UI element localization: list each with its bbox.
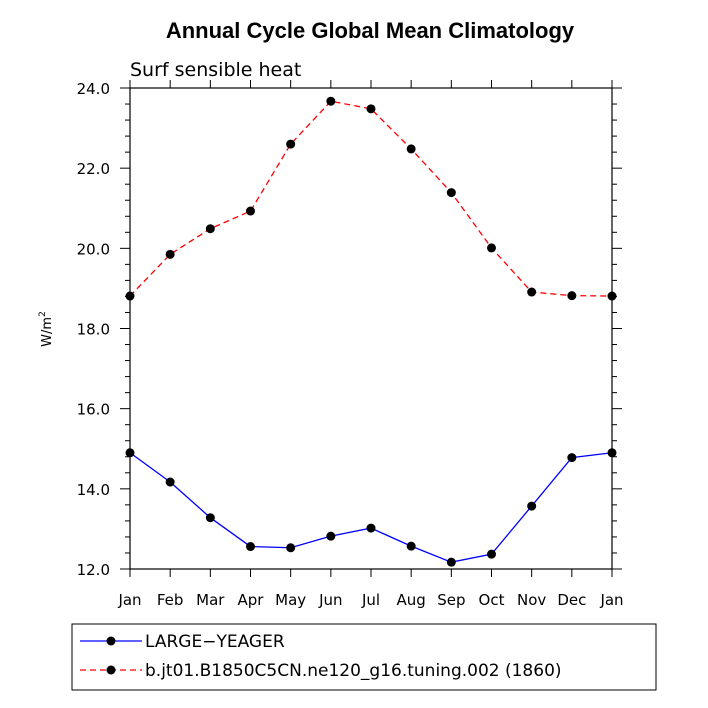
legend-marker [106, 636, 116, 646]
series-1 [125, 448, 617, 567]
chart-title: Annual Cycle Global Mean Climatology [166, 18, 575, 43]
series-line [129, 100, 613, 297]
x-tick-label: Dec [557, 591, 586, 609]
data-point [406, 144, 416, 154]
data-point [607, 291, 617, 301]
data-point [246, 206, 255, 216]
y-tick-label: 20.0 [77, 240, 110, 258]
y-axis-label: W/m2 [38, 311, 55, 347]
data-point [125, 291, 135, 301]
x-tick-label: Sep [437, 591, 465, 609]
axis-ticks [120, 80, 622, 577]
data-point [446, 557, 456, 567]
data-point [527, 287, 537, 297]
data-point [567, 453, 577, 463]
y-axis-label-superscript: 2 [38, 311, 48, 317]
x-tick-label: Jan [117, 591, 141, 609]
legend-box [71, 623, 657, 691]
series-layer [125, 96, 617, 567]
x-tick-labels: Jan Feb Mar Apr May Jun Jul Aug Sep Oct Nov Dec Jan [117, 591, 623, 609]
series-line [129, 452, 613, 563]
x-tick-label: Mar [196, 591, 225, 609]
data-point [246, 542, 255, 552]
x-tick-label: Feb [157, 591, 184, 609]
data-point [527, 501, 537, 511]
y-tick-label: 16.0 [77, 401, 110, 419]
x-tick-label: Jul [361, 591, 380, 609]
x-tick-label: Oct [479, 591, 505, 609]
y-tick-label: 24.0 [77, 80, 110, 98]
data-point [205, 224, 215, 234]
data-point [286, 543, 296, 553]
x-tick-label: Aug [397, 591, 426, 609]
data-point [487, 549, 496, 559]
data-point [165, 249, 175, 259]
data-point [406, 541, 416, 551]
chart-subtitle: Surf sensible heat [130, 59, 301, 81]
legend-marker [106, 665, 116, 675]
data-point [366, 523, 376, 533]
legend-label: b.jt01.B1850C5CN.ne120_g16.tuning.002 (1… [145, 661, 562, 681]
y-tick-label: 12.0 [77, 561, 110, 579]
data-point [607, 448, 617, 458]
y-axis-label-text: W/m [40, 317, 55, 347]
x-tick-label: Jun [318, 591, 342, 609]
data-point [326, 531, 336, 541]
y-tick-label: 14.0 [77, 481, 110, 499]
legend: LARGE−YEAGER b.jt01.B1850C5CN.ne120_g16.t… [80, 632, 562, 681]
data-point [286, 139, 296, 149]
x-tick-label: May [275, 591, 306, 609]
data-point [487, 243, 496, 253]
data-point [366, 104, 376, 114]
x-tick-label: Apr [238, 591, 265, 609]
data-point [205, 513, 215, 523]
data-point [446, 188, 456, 198]
data-point [326, 96, 336, 106]
legend-label: LARGE−YEAGER [145, 632, 285, 652]
x-tick-label: Jan [599, 591, 623, 609]
data-point [125, 448, 135, 458]
x-tick-label: Nov [517, 591, 546, 609]
y-tick-labels: 12.0 14.0 16.0 18.0 20.0 22.0 24.0 [77, 80, 110, 579]
series-2 [125, 96, 617, 301]
data-point [567, 291, 577, 301]
y-tick-label: 18.0 [77, 321, 110, 339]
data-point [165, 477, 175, 487]
y-tick-label: 22.0 [77, 160, 110, 178]
